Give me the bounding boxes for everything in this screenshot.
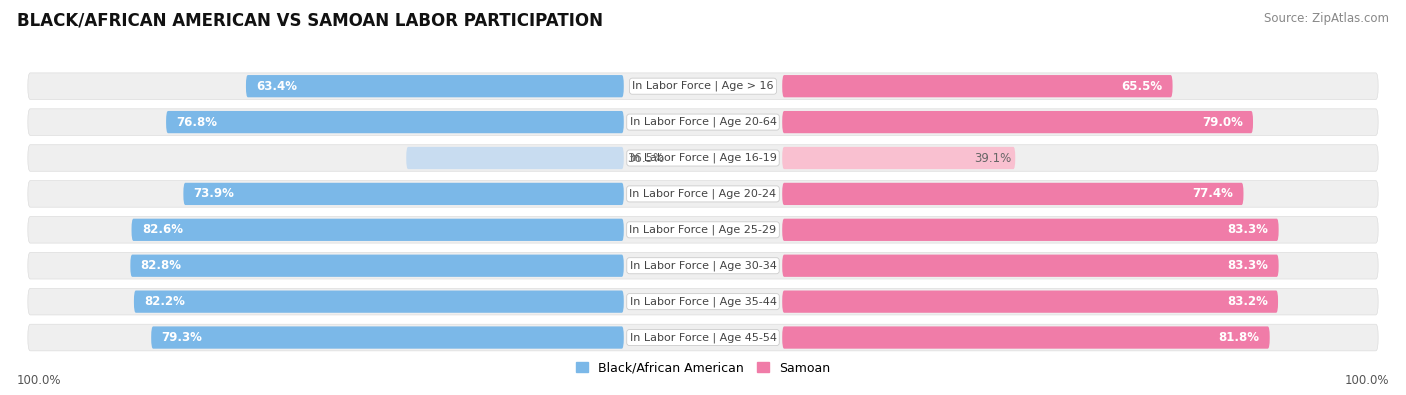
- Text: 77.4%: 77.4%: [1192, 187, 1233, 200]
- Legend: Black/African American, Samoan: Black/African American, Samoan: [576, 361, 830, 374]
- FancyBboxPatch shape: [28, 324, 1378, 351]
- Text: In Labor Force | Age 30-34: In Labor Force | Age 30-34: [630, 260, 776, 271]
- Text: 100.0%: 100.0%: [1344, 374, 1389, 387]
- FancyBboxPatch shape: [134, 290, 624, 313]
- Text: 63.4%: 63.4%: [256, 80, 297, 93]
- Text: In Labor Force | Age 20-24: In Labor Force | Age 20-24: [630, 189, 776, 199]
- Text: BLACK/AFRICAN AMERICAN VS SAMOAN LABOR PARTICIPATION: BLACK/AFRICAN AMERICAN VS SAMOAN LABOR P…: [17, 12, 603, 30]
- Text: In Labor Force | Age 45-54: In Labor Force | Age 45-54: [630, 332, 776, 343]
- FancyBboxPatch shape: [782, 326, 1270, 349]
- Text: 82.8%: 82.8%: [141, 259, 181, 272]
- Text: Source: ZipAtlas.com: Source: ZipAtlas.com: [1264, 12, 1389, 25]
- Text: 82.6%: 82.6%: [142, 223, 183, 236]
- FancyBboxPatch shape: [782, 290, 1278, 313]
- Text: 79.3%: 79.3%: [162, 331, 202, 344]
- FancyBboxPatch shape: [782, 111, 1253, 133]
- Text: 83.3%: 83.3%: [1227, 223, 1268, 236]
- Text: 39.1%: 39.1%: [974, 152, 1012, 164]
- FancyBboxPatch shape: [246, 75, 624, 97]
- FancyBboxPatch shape: [28, 216, 1378, 243]
- FancyBboxPatch shape: [406, 147, 624, 169]
- FancyBboxPatch shape: [782, 255, 1278, 277]
- Text: 65.5%: 65.5%: [1121, 80, 1163, 93]
- Text: 83.2%: 83.2%: [1227, 295, 1268, 308]
- Text: 82.2%: 82.2%: [145, 295, 186, 308]
- Text: In Labor Force | Age 16-19: In Labor Force | Age 16-19: [630, 153, 776, 163]
- Text: 79.0%: 79.0%: [1202, 116, 1243, 129]
- FancyBboxPatch shape: [28, 73, 1378, 100]
- FancyBboxPatch shape: [782, 147, 1015, 169]
- FancyBboxPatch shape: [28, 288, 1378, 315]
- Text: 76.8%: 76.8%: [176, 116, 218, 129]
- FancyBboxPatch shape: [28, 181, 1378, 207]
- Text: 83.3%: 83.3%: [1227, 259, 1268, 272]
- Text: In Labor Force | Age 25-29: In Labor Force | Age 25-29: [630, 225, 776, 235]
- FancyBboxPatch shape: [152, 326, 624, 349]
- FancyBboxPatch shape: [183, 183, 624, 205]
- FancyBboxPatch shape: [782, 219, 1278, 241]
- Text: 73.9%: 73.9%: [194, 187, 235, 200]
- FancyBboxPatch shape: [166, 111, 624, 133]
- FancyBboxPatch shape: [28, 252, 1378, 279]
- Text: In Labor Force | Age > 16: In Labor Force | Age > 16: [633, 81, 773, 91]
- Text: In Labor Force | Age 35-44: In Labor Force | Age 35-44: [630, 296, 776, 307]
- FancyBboxPatch shape: [782, 183, 1243, 205]
- FancyBboxPatch shape: [131, 255, 624, 277]
- Text: 81.8%: 81.8%: [1219, 331, 1260, 344]
- FancyBboxPatch shape: [28, 145, 1378, 171]
- Text: 100.0%: 100.0%: [17, 374, 62, 387]
- Text: 36.5%: 36.5%: [627, 152, 665, 164]
- FancyBboxPatch shape: [28, 109, 1378, 135]
- FancyBboxPatch shape: [782, 75, 1173, 97]
- FancyBboxPatch shape: [132, 219, 624, 241]
- Text: In Labor Force | Age 20-64: In Labor Force | Age 20-64: [630, 117, 776, 127]
